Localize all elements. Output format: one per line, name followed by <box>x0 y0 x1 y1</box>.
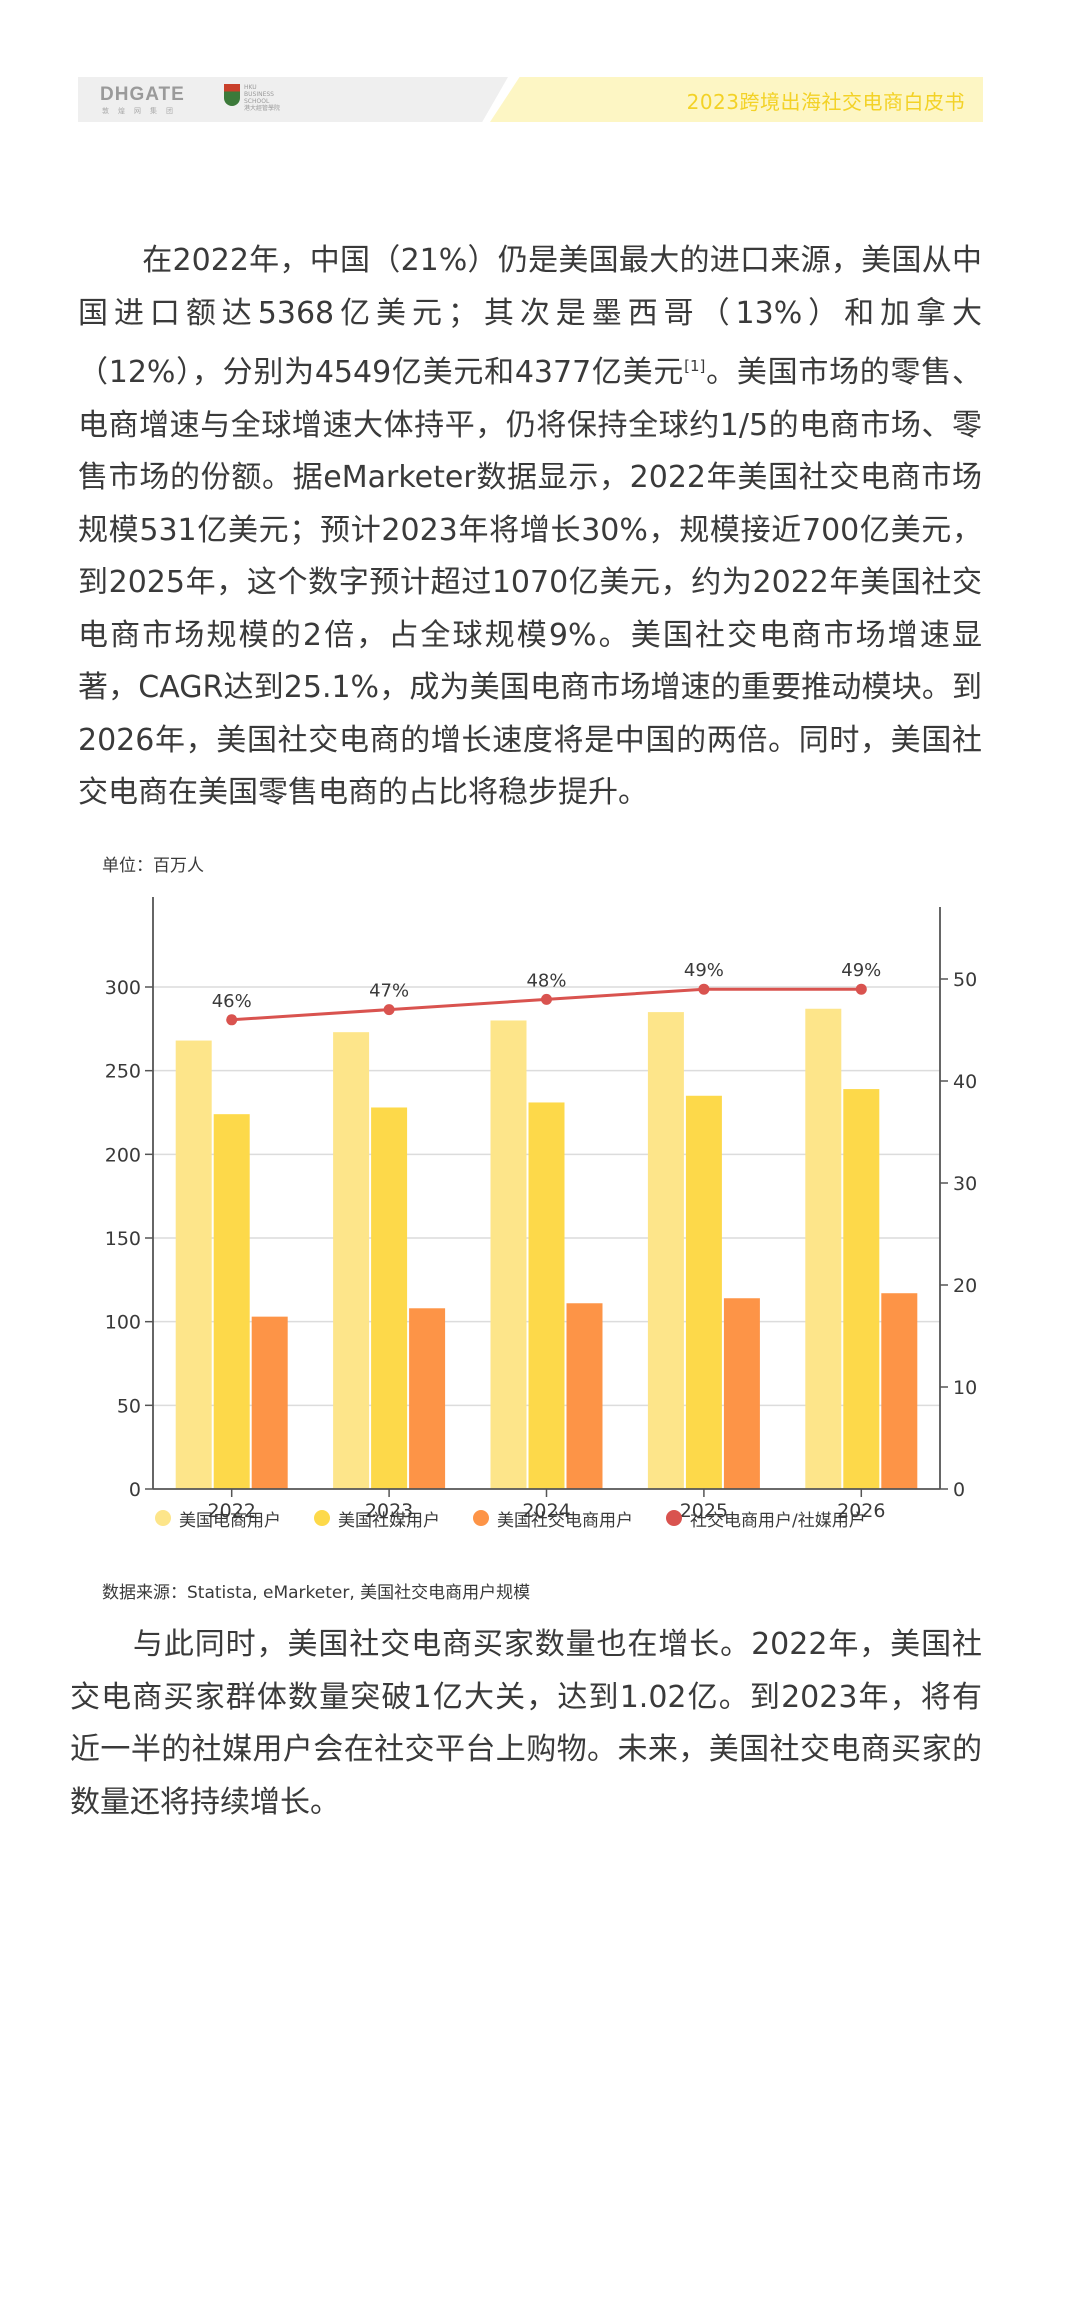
bar-2022-2 <box>251 1316 288 1489</box>
left-axis-tick-label: 150 <box>105 1228 141 1250</box>
chart-source-note: 数据来源：Statista, eMarketer, 美国社交电商用户规模 <box>102 1583 531 1603</box>
hku-logo-subtitle: 港大經管學院 <box>244 105 281 112</box>
bar-2023-2 <box>409 1308 446 1489</box>
ratio-point <box>226 1014 238 1026</box>
bar-2022-0 <box>175 1040 212 1489</box>
legend-dot-icon <box>473 1510 489 1526</box>
bar-2024-0 <box>490 1020 527 1489</box>
document-title: 2023跨境出海社交电商白皮书 <box>686 90 965 114</box>
chart-unit-label: 单位：百万人 <box>102 856 204 876</box>
body-paragraph-2: 与此同时，美国社交电商买家数量也在增长。2022年，美国社交电商买家群体数量突破… <box>70 1619 982 1829</box>
x-axis-tick-label: 2024 <box>522 1500 570 1522</box>
x-axis-tick-label: 2023 <box>365 1500 413 1522</box>
ratio-point <box>698 983 710 995</box>
ratio-point <box>855 983 867 995</box>
bar-2024-2 <box>566 1303 603 1489</box>
left-axis-tick-label: 0 <box>129 1479 141 1501</box>
body-paragraph-1: 在2022年，中国（21%）仍是美国最大的进口来源，美国从中国进口额达5368亿… <box>78 235 982 820</box>
left-axis-tick-label: 100 <box>105 1312 141 1334</box>
legend-dot-icon <box>155 1510 171 1526</box>
ratio-point-label: 47% <box>369 981 409 1002</box>
paragraph-1-text: 在2022年，中国（21%）仍是美国最大的进口来源，美国从中国进口额达5368亿… <box>78 243 982 390</box>
legend-item: 美国电商用户 <box>155 1506 281 1531</box>
right-axis-tick-label: 10 <box>953 1377 977 1399</box>
legend-label: 美国社交电商用户 <box>497 1510 633 1531</box>
bar-2025-1 <box>685 1095 722 1489</box>
bar-2026-2 <box>881 1293 918 1489</box>
ratio-point <box>541 993 552 1005</box>
left-axis-tick-label: 300 <box>105 977 141 999</box>
paragraph-2-text: 与此同时，美国社交电商买家数量也在增长。2022年，美国社交电商买家群体数量突破… <box>70 1627 982 1820</box>
legend-item: 社交电商用户/社媒用户 <box>666 1506 866 1531</box>
bar-2026-1 <box>843 1089 880 1489</box>
bar-line-chart: 0 50 100 150 200 250 300 0 10 20 30 40 50 2022 2023 202… <box>105 897 977 1522</box>
legend-item: 美国社交电商用户 <box>473 1506 633 1531</box>
hku-logo-name: HKU BUSINESS SCHOOL <box>244 84 274 105</box>
legend-dot-icon <box>666 1510 682 1526</box>
ratio-point-label: 49% <box>684 960 724 981</box>
page-header: DHGATE 敦煌网集团 HKU BUSINESS SCHOOL 港大經管學院 … <box>78 77 983 122</box>
bar-2023-1 <box>371 1107 408 1489</box>
bar-2023-0 <box>333 1032 370 1489</box>
legend-item: 美国社媒用户 <box>314 1506 440 1531</box>
bar-2025-0 <box>647 1012 684 1489</box>
legend-label: 美国电商用户 <box>179 1510 281 1531</box>
right-axis-tick-label: 0 <box>953 1479 965 1501</box>
bar-2026-0 <box>805 1008 842 1489</box>
ratio-point-label: 48% <box>526 970 566 991</box>
x-axis-tick-label: 2025 <box>680 1500 728 1522</box>
legend-label: 社交电商用户/社媒用户 <box>690 1510 866 1531</box>
ratio-point-label: 46% <box>212 991 252 1012</box>
hku-shield-icon <box>224 84 240 106</box>
ratio-point <box>383 1004 395 1016</box>
bar-2022-1 <box>213 1114 250 1489</box>
hku-logo-text: HKU BUSINESS SCHOOL 港大經管學院 <box>244 84 284 112</box>
x-axis-tick-label: 2026 <box>837 1500 885 1522</box>
footnote-ref[interactable]: [1] <box>684 357 706 375</box>
left-axis-tick-label: 200 <box>105 1144 141 1166</box>
dhgate-logo: DHGATE <box>100 84 185 105</box>
left-axis-tick-label: 250 <box>105 1061 141 1083</box>
bar-2025-2 <box>723 1298 760 1489</box>
legend-label: 美国社媒用户 <box>338 1510 440 1531</box>
left-axis-tick-label: 50 <box>117 1395 141 1417</box>
header-logo-band: DHGATE 敦煌网集团 HKU BUSINESS SCHOOL 港大經管學院 <box>78 77 508 122</box>
header-title-band: 2023跨境出海社交电商白皮书 <box>490 77 983 122</box>
dhgate-logo-subtitle: 敦煌网集团 <box>102 107 182 115</box>
right-axis-tick-label: 50 <box>953 969 977 991</box>
paragraph-1-text-cont: 。美国市场的零售、电商增速与全球增速大体持平，仍将保持全球约1/5的电商市场、零… <box>78 355 983 810</box>
chart-legend: 美国电商用户 美国社媒用户 美国社交电商用户 社交电商用户/社媒用户 <box>155 1503 899 1533</box>
right-axis-tick-label: 30 <box>953 1173 977 1195</box>
x-axis-tick-label: 2022 <box>208 1500 256 1522</box>
right-axis-tick-label: 20 <box>953 1275 977 1297</box>
legend-dot-icon <box>314 1510 330 1526</box>
ratio-point-label: 49% <box>841 960 881 981</box>
bar-2024-1 <box>528 1102 565 1489</box>
right-axis-tick-label: 40 <box>953 1071 977 1093</box>
